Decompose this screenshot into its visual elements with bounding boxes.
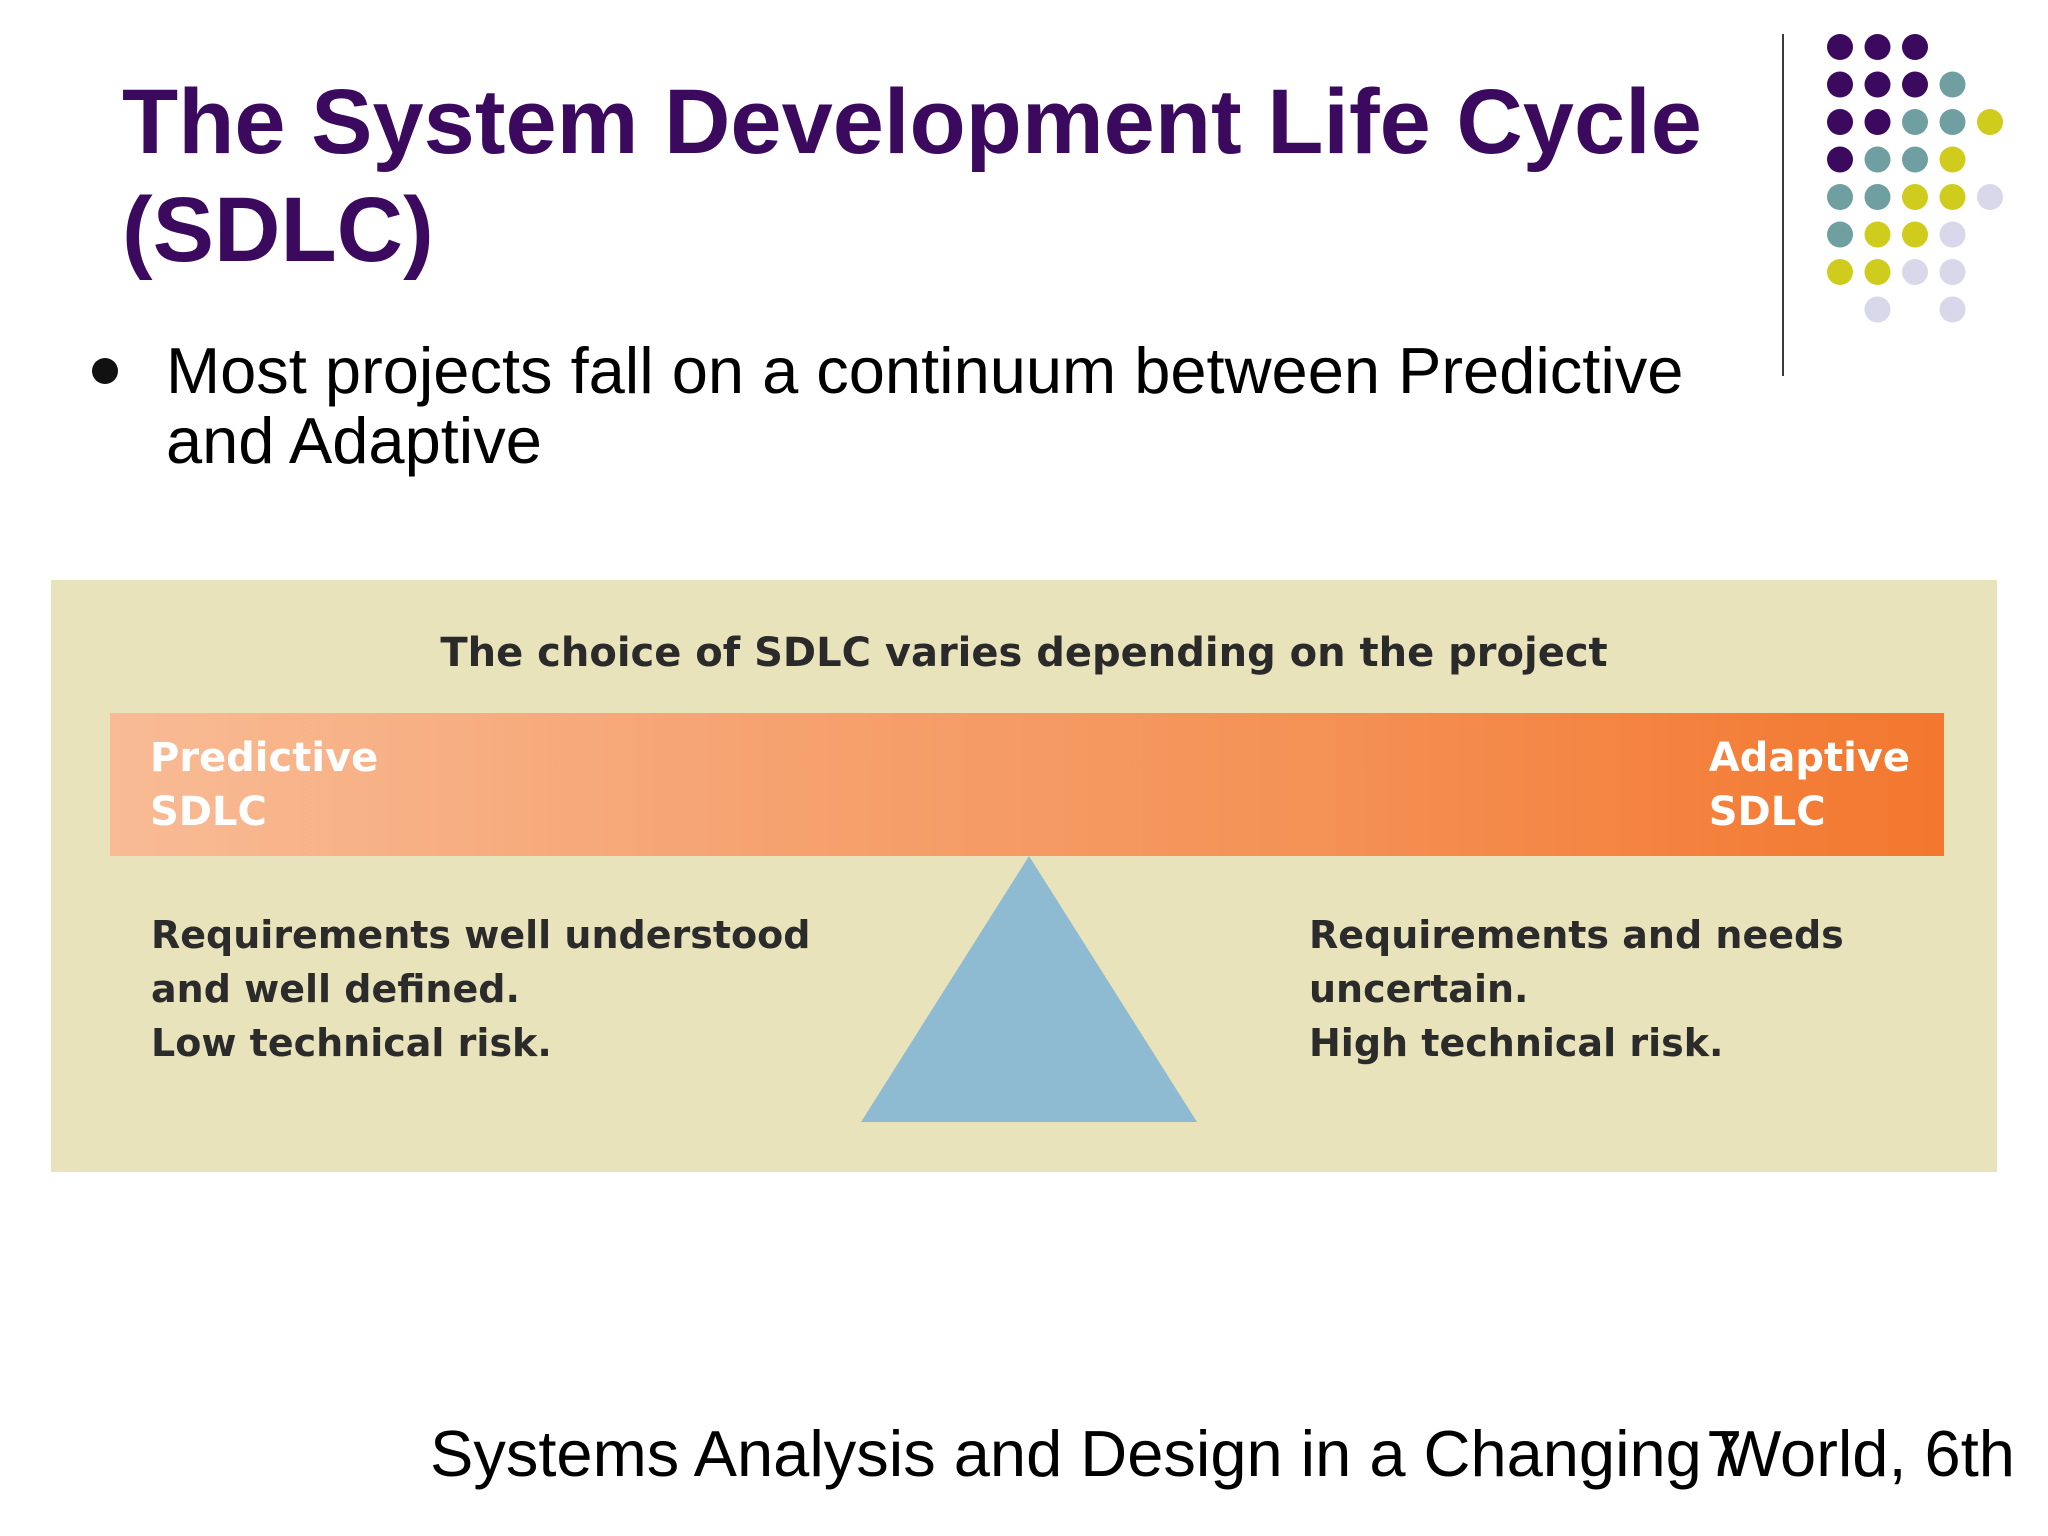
footer-text: Systems Analysis and Design in a Changin…: [430, 1417, 2015, 1490]
adaptive-label-line-2: SDLC: [1708, 789, 1826, 835]
decorative-dot: [1939, 259, 1966, 285]
decorative-dot: [1939, 296, 1966, 323]
decorative-dot: [1902, 221, 1928, 248]
decorative-dot: [1827, 34, 1853, 60]
slide-title: The System Development Life Cycle (SDLC): [122, 68, 1742, 284]
slide-number: 7: [1706, 1417, 1743, 1490]
decorative-dot-grid: [1827, 34, 2003, 323]
predictive-description: Requirements well understood and well de…: [151, 908, 810, 1070]
decorative-dot: [1827, 259, 1853, 285]
decorative-dot: [1827, 184, 1853, 210]
decorative-dot: [1902, 109, 1928, 135]
decorative-dot: [1939, 221, 1966, 248]
adaptive-sdlc-label: Adaptive SDLC: [1709, 731, 1910, 839]
adaptive-desc-line-1: Requirements and needs: [1309, 913, 1844, 957]
decorative-dot: [1864, 296, 1891, 323]
adaptive-desc-line-2: uncertain.: [1309, 967, 1529, 1011]
predictive-desc-line-3: Low technical risk.: [151, 1021, 552, 1065]
predictive-desc-line-1: Requirements well understood: [151, 913, 811, 957]
decorative-dot: [1864, 146, 1891, 173]
decorative-dot: [1939, 184, 1966, 210]
decorative-dot: [1827, 221, 1853, 248]
adaptive-label-line-1: Adaptive: [1708, 735, 1910, 781]
decorative-dot: [1864, 34, 1891, 60]
decorative-dot: [1977, 184, 2003, 210]
figure-title: The choice of SDLC varies depending on t…: [440, 630, 1608, 676]
bullet-line-1: Most projects fall on a continuum betwee…: [166, 334, 1684, 407]
slide-title-line-2: (SDLC): [122, 179, 434, 281]
predictive-sdlc-label: Predictive SDLC: [150, 731, 378, 839]
decorative-dot: [1827, 146, 1853, 173]
fulcrum-shape: [861, 856, 1197, 1122]
predictive-label-line-1: Predictive: [150, 735, 379, 781]
predictive-label-line-2: SDLC: [150, 789, 267, 835]
bullet-line-2: and Adaptive: [166, 404, 542, 477]
decorative-dot: [1939, 146, 1966, 173]
decorative-dot: [1939, 109, 1966, 135]
fulcrum-triangle-icon: [861, 856, 1197, 1122]
predictive-desc-line-2: and well defined.: [151, 967, 520, 1011]
decorative-dot: [1864, 221, 1891, 248]
sdlc-continuum-figure: The choice of SDLC varies depending on t…: [51, 580, 1997, 1172]
adaptive-desc-line-3: High technical risk.: [1309, 1021, 1724, 1065]
adaptive-description: Requirements and needs uncertain. High t…: [1309, 908, 1844, 1070]
decorative-dot: [1902, 71, 1928, 98]
decorative-dot: [1902, 34, 1928, 60]
decorative-dot: [1939, 71, 1966, 98]
continuum-bar: Predictive SDLC Adaptive SDLC: [110, 713, 1944, 856]
bullet-item: Most projects fall on a continuum betwee…: [166, 336, 1776, 476]
decorative-dot: [1902, 146, 1928, 173]
decorative-dot: [1827, 109, 1853, 135]
title-divider: [1782, 34, 1784, 376]
decorative-dot: [1864, 259, 1891, 285]
slide-title-line-1: The System Development Life Cycle: [122, 71, 1702, 173]
decorative-dot: [1902, 184, 1928, 210]
decorative-dot: [1864, 71, 1891, 98]
bullet-icon: [92, 358, 118, 384]
decorative-dot: [1864, 184, 1891, 210]
decorative-dot: [1902, 259, 1928, 285]
decorative-dot: [1827, 71, 1853, 98]
decorative-dot: [1977, 109, 2003, 135]
decorative-dot: [1864, 109, 1891, 135]
